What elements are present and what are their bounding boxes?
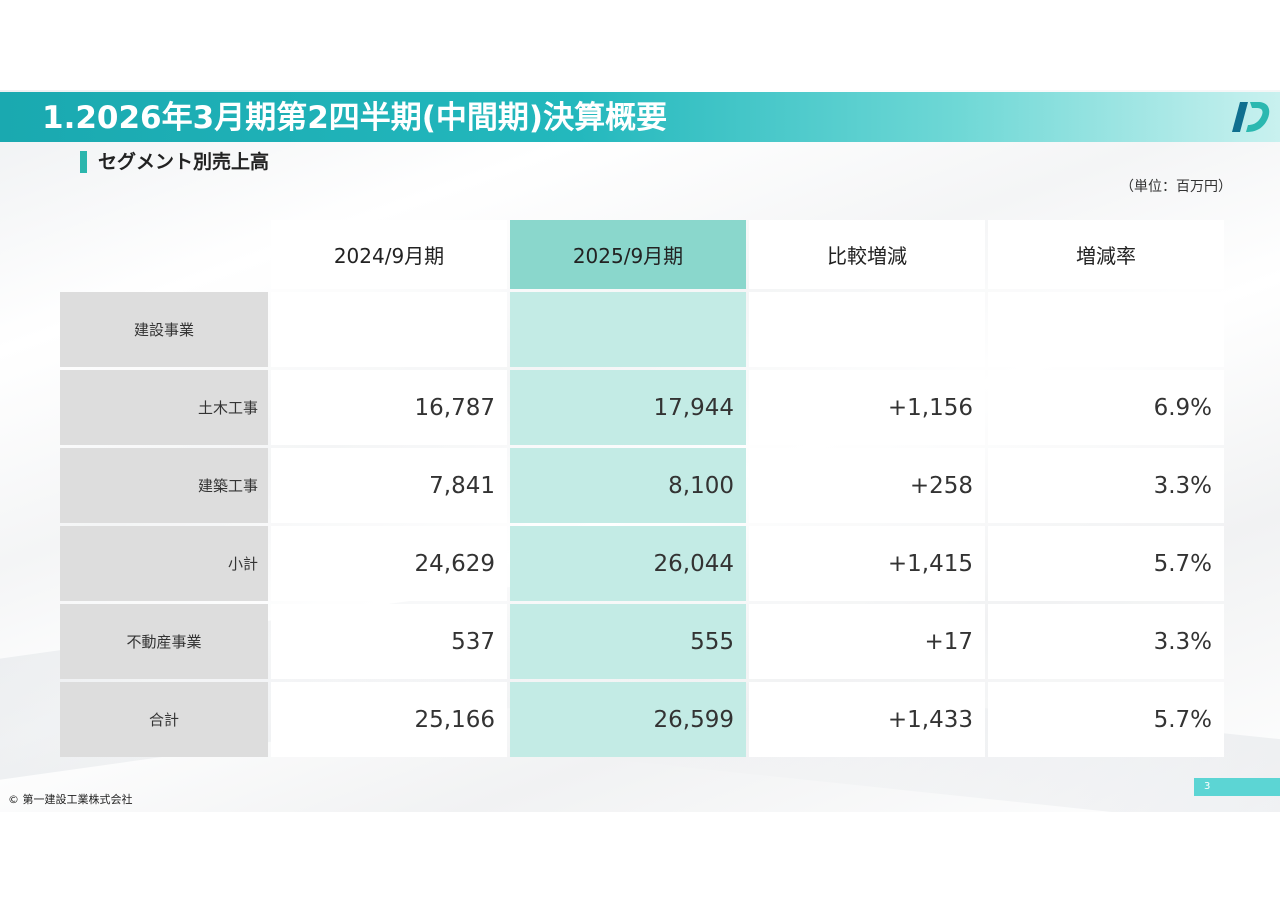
title-bar bbox=[0, 92, 1280, 142]
table-cell: 16,787 bbox=[271, 370, 507, 445]
table-cell: 26,044 bbox=[510, 526, 746, 601]
table-cell: 3.3% bbox=[988, 448, 1224, 523]
unit-note: （単位：百万円） bbox=[1120, 179, 1232, 195]
table-cell: 5.7% bbox=[988, 682, 1224, 757]
table-cell: +258 bbox=[749, 448, 985, 523]
table-cell: +17 bbox=[749, 604, 985, 679]
column-header: 2024/9月期 bbox=[271, 220, 507, 289]
column-header: 比較増減 bbox=[749, 220, 985, 289]
table-cell: 6.9% bbox=[988, 370, 1224, 445]
table-cell: 5.7% bbox=[988, 526, 1224, 601]
table-cell bbox=[271, 292, 507, 367]
page-number: 3 bbox=[1194, 778, 1280, 796]
section-title: セグメント別売上高 bbox=[98, 151, 270, 173]
row-label: 建設事業 bbox=[60, 292, 268, 367]
table-cell: 26,599 bbox=[510, 682, 746, 757]
table-cell: 24,629 bbox=[271, 526, 507, 601]
table-cell bbox=[749, 292, 985, 367]
row-label: 小計 bbox=[60, 526, 268, 601]
copyright-text: © 第一建設工業株式会社 bbox=[8, 793, 133, 806]
company-logo-icon bbox=[1232, 102, 1270, 132]
page-title: 1.2026年3月期第2四半期(中間期)決算概要 bbox=[42, 100, 668, 136]
row-label: 土木工事 bbox=[60, 370, 268, 445]
table-cell bbox=[988, 292, 1224, 367]
table-cell: 555 bbox=[510, 604, 746, 679]
table-cell: +1,433 bbox=[749, 682, 985, 757]
table-cell: +1,156 bbox=[749, 370, 985, 445]
table-cell: +1,415 bbox=[749, 526, 985, 601]
row-label: 建築工事 bbox=[60, 448, 268, 523]
table-cell: 25,166 bbox=[271, 682, 507, 757]
row-label: 不動産事業 bbox=[60, 604, 268, 679]
table-cell bbox=[510, 292, 746, 367]
table-cell: 537 bbox=[271, 604, 507, 679]
table-cell: 8,100 bbox=[510, 448, 746, 523]
section-marker bbox=[80, 151, 87, 173]
table-cell: 7,841 bbox=[271, 448, 507, 523]
column-header: 増減率 bbox=[988, 220, 1224, 289]
table-cell: 17,944 bbox=[510, 370, 746, 445]
column-header: 2025/9月期 bbox=[510, 220, 746, 289]
row-label: 合計 bbox=[60, 682, 268, 757]
table-corner bbox=[60, 220, 268, 289]
segment-sales-table: 2024/9月期 2025/9月期 比較増減 増減率 建設事業 土木工事 16,… bbox=[60, 220, 1224, 757]
table-cell: 3.3% bbox=[988, 604, 1224, 679]
